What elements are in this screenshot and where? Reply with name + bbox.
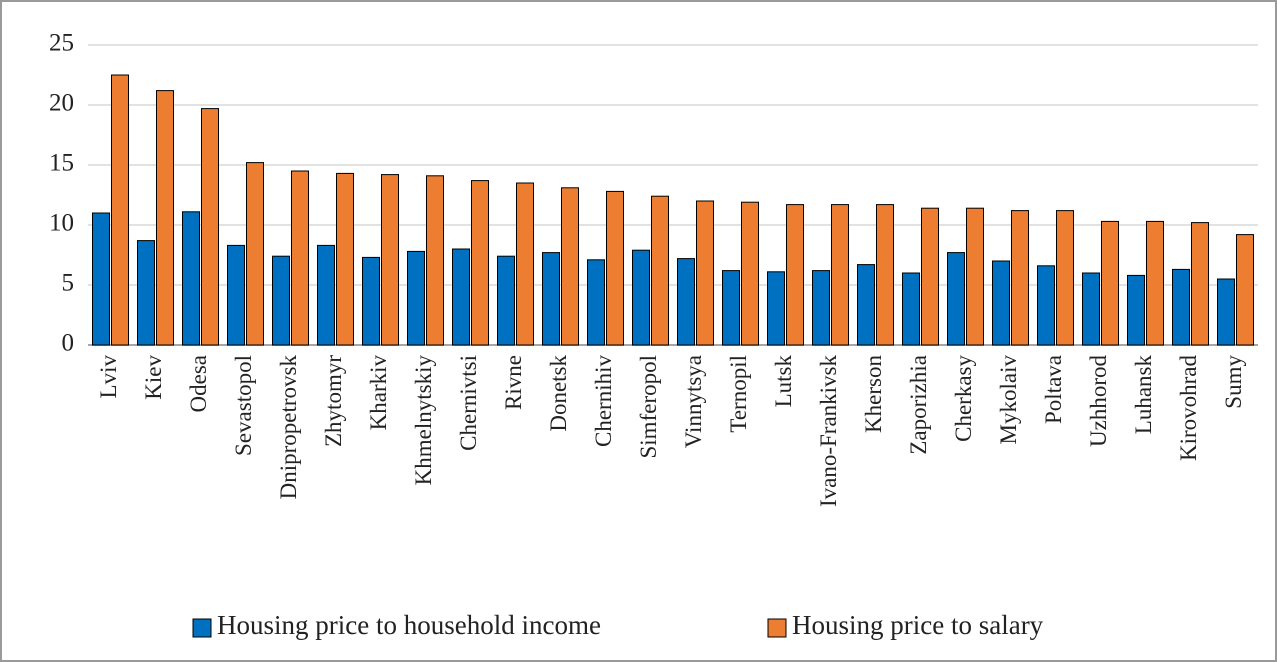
bar — [182, 211, 200, 346]
x-tick-label: Mykolaiv — [996, 355, 1021, 445]
bar — [1011, 210, 1029, 346]
bar — [92, 212, 110, 346]
x-tick-label: Kherson — [861, 355, 886, 433]
x-tick-label: Khmelnytskiy — [411, 355, 436, 486]
x-tick-label: Zaporizhia — [906, 355, 931, 455]
bar — [632, 249, 650, 346]
bar — [786, 204, 804, 346]
x-tick-label: Ternopil — [726, 355, 751, 433]
bar — [722, 270, 740, 346]
bar — [272, 255, 290, 346]
y-tick-label: 15 — [49, 150, 74, 177]
bar — [561, 187, 579, 346]
bar — [606, 190, 624, 346]
x-tick-label: Poltava — [1041, 355, 1066, 424]
x-tick-label: Donetsk — [546, 355, 571, 432]
bar — [1101, 220, 1119, 346]
x-tick-label: Uzhhorod — [1086, 355, 1111, 447]
bar — [741, 201, 759, 346]
x-tick-label: Sevastopol — [231, 355, 256, 456]
bar — [362, 256, 380, 346]
bar — [696, 200, 714, 346]
bar — [1217, 278, 1235, 346]
y-tick-label: 5 — [62, 270, 75, 297]
x-tick-label: Vinnytsya — [681, 355, 706, 448]
x-tick-label: Odesa — [186, 355, 211, 412]
y-tick-label: 20 — [49, 90, 74, 117]
x-tick-label: Cherkasy — [951, 355, 976, 442]
x-tick-label: Chernivtsi — [456, 355, 481, 451]
x-tick-label: Dnipropetrovsk — [276, 355, 301, 500]
bar — [542, 252, 560, 346]
bar — [1082, 272, 1100, 346]
bar — [587, 259, 605, 346]
x-tick-label: Ivano-Frankivsk — [816, 355, 841, 508]
bar — [831, 204, 849, 346]
bar — [857, 264, 875, 346]
bar — [227, 244, 245, 346]
x-tick-label: Kharkiv — [366, 355, 391, 431]
x-tick-label: Zhytomyr — [321, 355, 346, 447]
x-tick-label: Lviv — [96, 355, 121, 399]
bar — [992, 260, 1010, 346]
x-tick-label: Rivne — [501, 355, 526, 410]
bar — [426, 175, 444, 346]
bar — [516, 182, 534, 346]
bar — [291, 170, 309, 346]
bar — [471, 180, 489, 346]
bar — [497, 255, 515, 346]
bar — [407, 250, 425, 346]
bar — [1236, 234, 1254, 346]
bar — [767, 271, 785, 346]
bar — [452, 248, 470, 346]
bar — [111, 74, 129, 346]
bar — [137, 240, 155, 346]
bar — [1191, 222, 1209, 346]
bar — [1146, 220, 1164, 346]
bar — [201, 108, 219, 346]
bar — [876, 204, 894, 346]
bar — [812, 270, 830, 346]
bar — [902, 272, 920, 346]
legend-swatch — [192, 618, 212, 638]
bar — [1172, 268, 1190, 346]
bar — [336, 172, 354, 346]
legend-label: Housing price to salary — [792, 610, 1044, 640]
bar — [317, 244, 335, 346]
x-tick-label: Lutsk — [771, 355, 796, 408]
bar — [651, 195, 669, 346]
bar — [677, 258, 695, 346]
bar — [156, 90, 174, 346]
y-tick-label: 0 — [62, 330, 75, 357]
x-tick-label: Kirovohrad — [1176, 355, 1201, 462]
bar — [381, 174, 399, 346]
bar — [947, 252, 965, 346]
y-tick-label: 10 — [49, 210, 74, 237]
bar — [966, 207, 984, 346]
x-tick-label: Luhansk — [1131, 355, 1156, 435]
bar — [1037, 265, 1055, 346]
bar — [1127, 274, 1145, 346]
y-tick-label: 25 — [49, 30, 74, 57]
legend-swatch — [767, 618, 787, 638]
x-tick-label: Chernihiv — [591, 355, 616, 447]
legend-label: Housing price to household income — [217, 610, 601, 640]
bar — [921, 207, 939, 346]
bar — [1056, 210, 1074, 346]
x-tick-label: Kiev — [141, 355, 166, 400]
bar — [246, 162, 264, 346]
x-tick-label: Sumy — [1221, 355, 1246, 409]
x-tick-label: Simferopol — [636, 355, 661, 459]
